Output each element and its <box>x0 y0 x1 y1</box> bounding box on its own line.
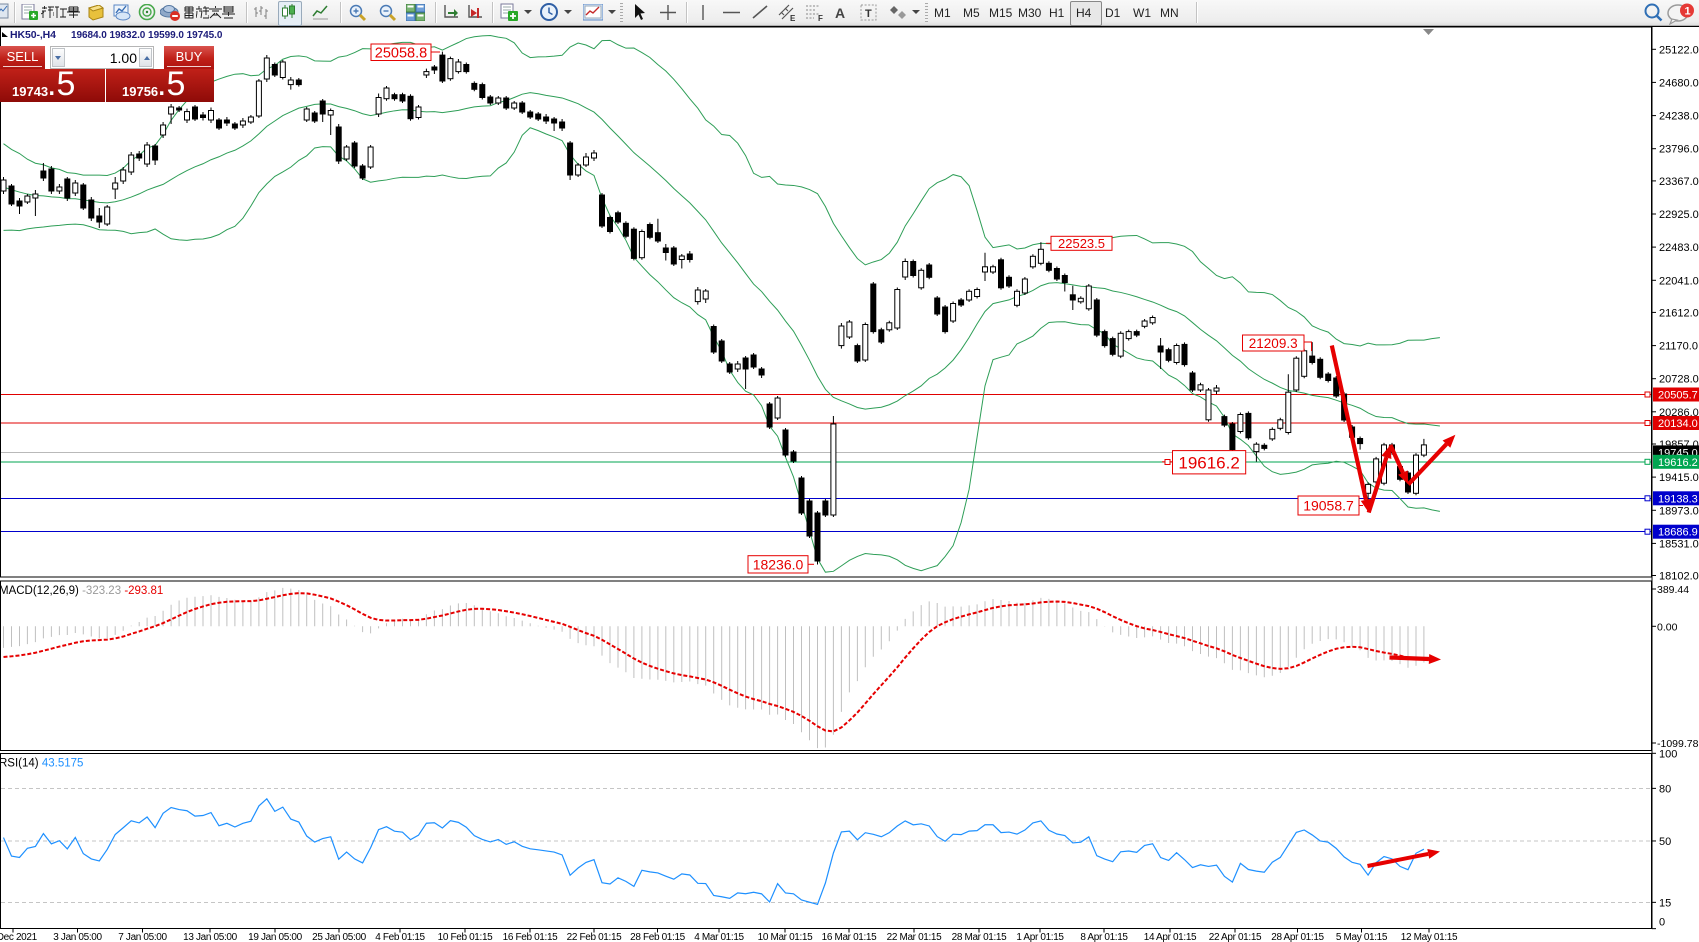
svg-text:20505.7: 20505.7 <box>1658 390 1698 402</box>
svg-text:22 Apr 01:15: 22 Apr 01:15 <box>1209 932 1262 942</box>
svg-text:80: 80 <box>1659 783 1671 795</box>
svg-text:10 Feb 01:15: 10 Feb 01:15 <box>438 932 494 942</box>
svg-text:7 Jan 05:00: 7 Jan 05:00 <box>118 932 167 942</box>
svg-text:12 May 01:15: 12 May 01:15 <box>1401 932 1458 942</box>
svg-text:15: 15 <box>1659 897 1671 909</box>
svg-text:F: F <box>818 14 823 22</box>
svg-text:25 Jan 05:00: 25 Jan 05:00 <box>312 932 366 942</box>
svg-text:20134.0: 20134.0 <box>1658 418 1698 430</box>
svg-text:10 Mar 01:15: 10 Mar 01:15 <box>758 932 814 942</box>
svg-text:28 Apr 01:15: 28 Apr 01:15 <box>1271 932 1324 942</box>
svg-text:HK50-,H4: HK50-,H4 <box>10 29 56 41</box>
svg-text:19684.0 19832.0 19599.0 19745.: 19684.0 19832.0 19599.0 19745.0 <box>71 30 223 41</box>
svg-text:18686.9: 18686.9 <box>1658 527 1698 539</box>
svg-text:18973.0: 18973.0 <box>1659 505 1699 517</box>
svg-text:-1099.78: -1099.78 <box>1657 738 1699 750</box>
svg-text:E: E <box>790 14 796 22</box>
svg-text:21170.0: 21170.0 <box>1659 341 1698 353</box>
svg-text:23367.0: 23367.0 <box>1659 176 1699 188</box>
svg-text:16 Feb 01:15: 16 Feb 01:15 <box>503 932 559 942</box>
svg-text:20286.0: 20286.0 <box>1659 407 1699 419</box>
svg-text:4 Feb 01:15: 4 Feb 01:15 <box>375 932 425 942</box>
svg-text:18531.0: 18531.0 <box>1659 538 1699 550</box>
svg-text:19058.7: 19058.7 <box>1303 498 1354 514</box>
svg-text:22 Feb 01:15: 22 Feb 01:15 <box>567 932 623 942</box>
svg-text:19138.3: 19138.3 <box>1658 493 1698 505</box>
svg-text:21612.0: 21612.0 <box>1659 307 1699 319</box>
svg-text:5 May 01:15: 5 May 01:15 <box>1336 932 1388 942</box>
svg-text:24680.0: 24680.0 <box>1659 77 1699 89</box>
svg-text:13 Jan 05:00: 13 Jan 05:00 <box>183 932 237 942</box>
svg-text:389.44: 389.44 <box>1657 584 1689 596</box>
svg-text:19415.0: 19415.0 <box>1659 472 1699 484</box>
svg-text:21209.3: 21209.3 <box>1249 336 1298 351</box>
svg-text:28 Feb 01:15: 28 Feb 01:15 <box>630 932 686 942</box>
svg-text:3 Jan 05:00: 3 Jan 05:00 <box>53 932 102 942</box>
svg-text:1 Apr 01:15: 1 Apr 01:15 <box>1016 932 1064 942</box>
svg-text:19616.2: 19616.2 <box>1658 457 1698 469</box>
svg-text:1: 1 <box>1685 6 1691 18</box>
svg-text:22523.5: 22523.5 <box>1058 236 1105 251</box>
svg-text:16 Mar 01:15: 16 Mar 01:15 <box>822 932 878 942</box>
svg-text:50: 50 <box>1659 836 1671 848</box>
svg-text:28 Mar 01:15: 28 Mar 01:15 <box>952 932 1008 942</box>
svg-text:RSI(14) 43.5175: RSI(14) 43.5175 <box>0 758 83 770</box>
svg-text:20728.0: 20728.0 <box>1659 374 1699 386</box>
svg-text:4 Mar 01:15: 4 Mar 01:15 <box>694 932 744 942</box>
svg-text:19 Jan 05:00: 19 Jan 05:00 <box>248 932 302 942</box>
svg-text:18236.0: 18236.0 <box>753 556 804 572</box>
svg-text:22 Mar 01:15: 22 Mar 01:15 <box>887 932 943 942</box>
svg-text:18102.0: 18102.0 <box>1659 571 1699 583</box>
svg-text:0: 0 <box>1659 916 1665 928</box>
svg-text:100: 100 <box>1659 748 1677 760</box>
svg-text:24238.0: 24238.0 <box>1659 111 1699 123</box>
svg-text:23796.0: 23796.0 <box>1659 144 1699 156</box>
svg-text:19616.2: 19616.2 <box>1178 453 1239 472</box>
svg-text:0.00: 0.00 <box>1657 621 1678 633</box>
svg-text:25058.8: 25058.8 <box>375 45 427 61</box>
svg-text:T: T <box>865 8 872 20</box>
svg-text:22925.0: 22925.0 <box>1659 209 1699 221</box>
svg-text:14 Apr 01:15: 14 Apr 01:15 <box>1144 932 1197 942</box>
svg-text:MACD(12,26,9) -323.23 -293.81: MACD(12,26,9) -323.23 -293.81 <box>0 585 163 597</box>
svg-text:8 Dec 2021: 8 Dec 2021 <box>0 932 38 942</box>
svg-text:25122.0: 25122.0 <box>1659 44 1699 56</box>
svg-text:8 Apr 01:15: 8 Apr 01:15 <box>1080 932 1128 942</box>
svg-text:22041.0: 22041.0 <box>1659 275 1699 287</box>
svg-text:22483.0: 22483.0 <box>1659 242 1699 254</box>
